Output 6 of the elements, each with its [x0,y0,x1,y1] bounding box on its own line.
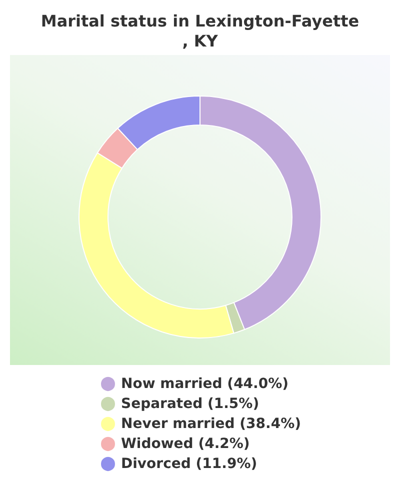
legend-label: Separated (1.5%) [120,396,260,412]
legend-label: Widowed (4.2%) [120,436,250,452]
legend-label: Divorced (11.9%) [120,456,258,472]
legend-label: Now married (44.0%) [120,376,289,392]
chart-title: Marital status in Lexington-Fayette, KY [40,12,360,50]
legend-label: Never married (38.4%) [120,416,302,432]
